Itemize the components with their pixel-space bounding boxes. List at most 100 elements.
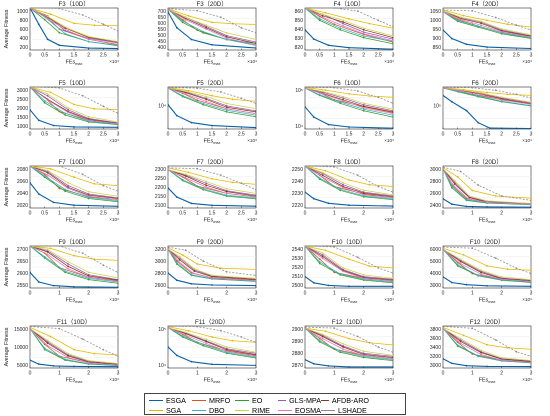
data-point (52, 124, 55, 127)
data-point (327, 44, 330, 47)
data-point (362, 109, 365, 112)
data-point (117, 40, 118, 43)
data-point (477, 274, 480, 277)
data-point (333, 23, 336, 26)
x-axis-exponent: ×10⁴ (109, 377, 119, 382)
data-point (530, 101, 531, 103)
x-axis-label-sub: max (213, 141, 220, 145)
x-axis-label-sub: max (488, 141, 495, 145)
x-tick-label: 2.5 (100, 132, 107, 138)
data-point (321, 14, 324, 17)
x-tick-label: 0 (167, 132, 170, 138)
x-axis-label-main: FEs (479, 378, 489, 384)
data-point (255, 115, 256, 118)
y-tick-label: 2400 (430, 203, 441, 209)
x-tick-label: 0 (442, 132, 445, 138)
data-point (87, 40, 90, 43)
data-point (225, 37, 228, 40)
data-point (49, 335, 52, 338)
data-point (506, 93, 509, 96)
x-tick-label: 0 (442, 211, 445, 217)
legend: ESGA MRFO EO GLS-MPA AFDB-ARO SGA DBO RI… (144, 393, 406, 415)
x-tick-label: 3 (392, 53, 395, 59)
y-tick-label: 950 (433, 27, 442, 33)
legend-label: MRFO (209, 395, 231, 405)
data-point (168, 8, 169, 10)
x-tick-label: 1.5 (484, 53, 491, 59)
legend-row-2: SGA DBO RIME EOSMA LSHADE (149, 405, 369, 415)
legend-label: EOSMA (295, 405, 321, 415)
data-point (459, 170, 462, 173)
data-point (494, 257, 497, 260)
data-point (46, 251, 49, 253)
data-point (205, 180, 208, 183)
data-point (184, 93, 187, 95)
data-point (333, 87, 336, 89)
data-point (305, 28, 306, 31)
x-axis-label-sub: max (75, 220, 82, 224)
data-point (196, 87, 199, 89)
data-point (515, 93, 518, 96)
x-tick-label: 3 (530, 211, 533, 217)
subplot-title: F6（10D） (334, 80, 365, 87)
data-point (443, 94, 444, 97)
data-point (392, 191, 393, 193)
series-group (30, 8, 118, 50)
data-point (190, 202, 193, 205)
subplot: F5（20D） 10⁴ 0 0.5 1 1.5 2 2.5 3 FEsmax ×10⁴ (158, 80, 257, 145)
x-axis-label: FEsmax (479, 60, 496, 67)
y-tick-label: 850 (433, 45, 442, 51)
x-axis-label-main: FEs (66, 218, 76, 224)
data-point (117, 112, 118, 115)
x-axis-label: FEsmax (341, 298, 358, 305)
x-tick-label: 2 (87, 291, 90, 297)
x-axis-label-sub: max (488, 380, 495, 384)
subplot-title: F8（10D） (334, 159, 365, 166)
legend-swatch (321, 399, 329, 401)
data-point (211, 277, 213, 279)
series-group (443, 87, 531, 129)
x-axis-label: FEsmax (479, 378, 496, 385)
data-point (339, 350, 342, 353)
data-point (392, 196, 393, 199)
data-point (196, 9, 199, 12)
y-tick-label: 820 (295, 45, 304, 51)
data-point (312, 362, 315, 365)
data-point (362, 105, 365, 108)
data-point (225, 107, 228, 110)
x-tick-label: 0 (29, 371, 32, 377)
subplot-title: F9（20D） (197, 239, 228, 246)
x-axis-exponent: ×10⁴ (247, 377, 257, 382)
data-point (73, 176, 75, 179)
data-point (468, 196, 471, 199)
x-tick-label: 1.5 (71, 211, 78, 217)
x-axis-exponent: ×10⁴ (247, 297, 257, 302)
legend-swatch (278, 399, 287, 401)
y-tick-label: 3000 (17, 88, 28, 94)
series-group (305, 166, 393, 207)
x-tick-label: 0 (167, 53, 170, 59)
x-axis-exponent: ×10⁴ (522, 59, 532, 64)
data-point (318, 177, 321, 180)
data-point (392, 116, 393, 118)
y-tick-label: 2510 (292, 274, 303, 280)
data-point (480, 20, 482, 23)
series-group (30, 246, 118, 288)
data-point (368, 265, 371, 267)
data-point (321, 13, 324, 16)
data-point (231, 181, 234, 184)
y-tick-label: 3600 (430, 336, 441, 342)
data-point (392, 27, 393, 30)
data-point (321, 335, 324, 338)
subplot-title: F5（10D） (59, 80, 90, 87)
x-tick-label: 1.5 (71, 132, 78, 138)
y-tick-label: 3000 (430, 363, 441, 369)
x-axis-label-main: FEs (341, 378, 351, 384)
data-point (318, 19, 321, 22)
data-point (67, 27, 69, 30)
data-point (362, 36, 365, 39)
x-tick-label: 0 (442, 53, 445, 59)
data-point (117, 276, 118, 279)
data-point (443, 87, 444, 89)
